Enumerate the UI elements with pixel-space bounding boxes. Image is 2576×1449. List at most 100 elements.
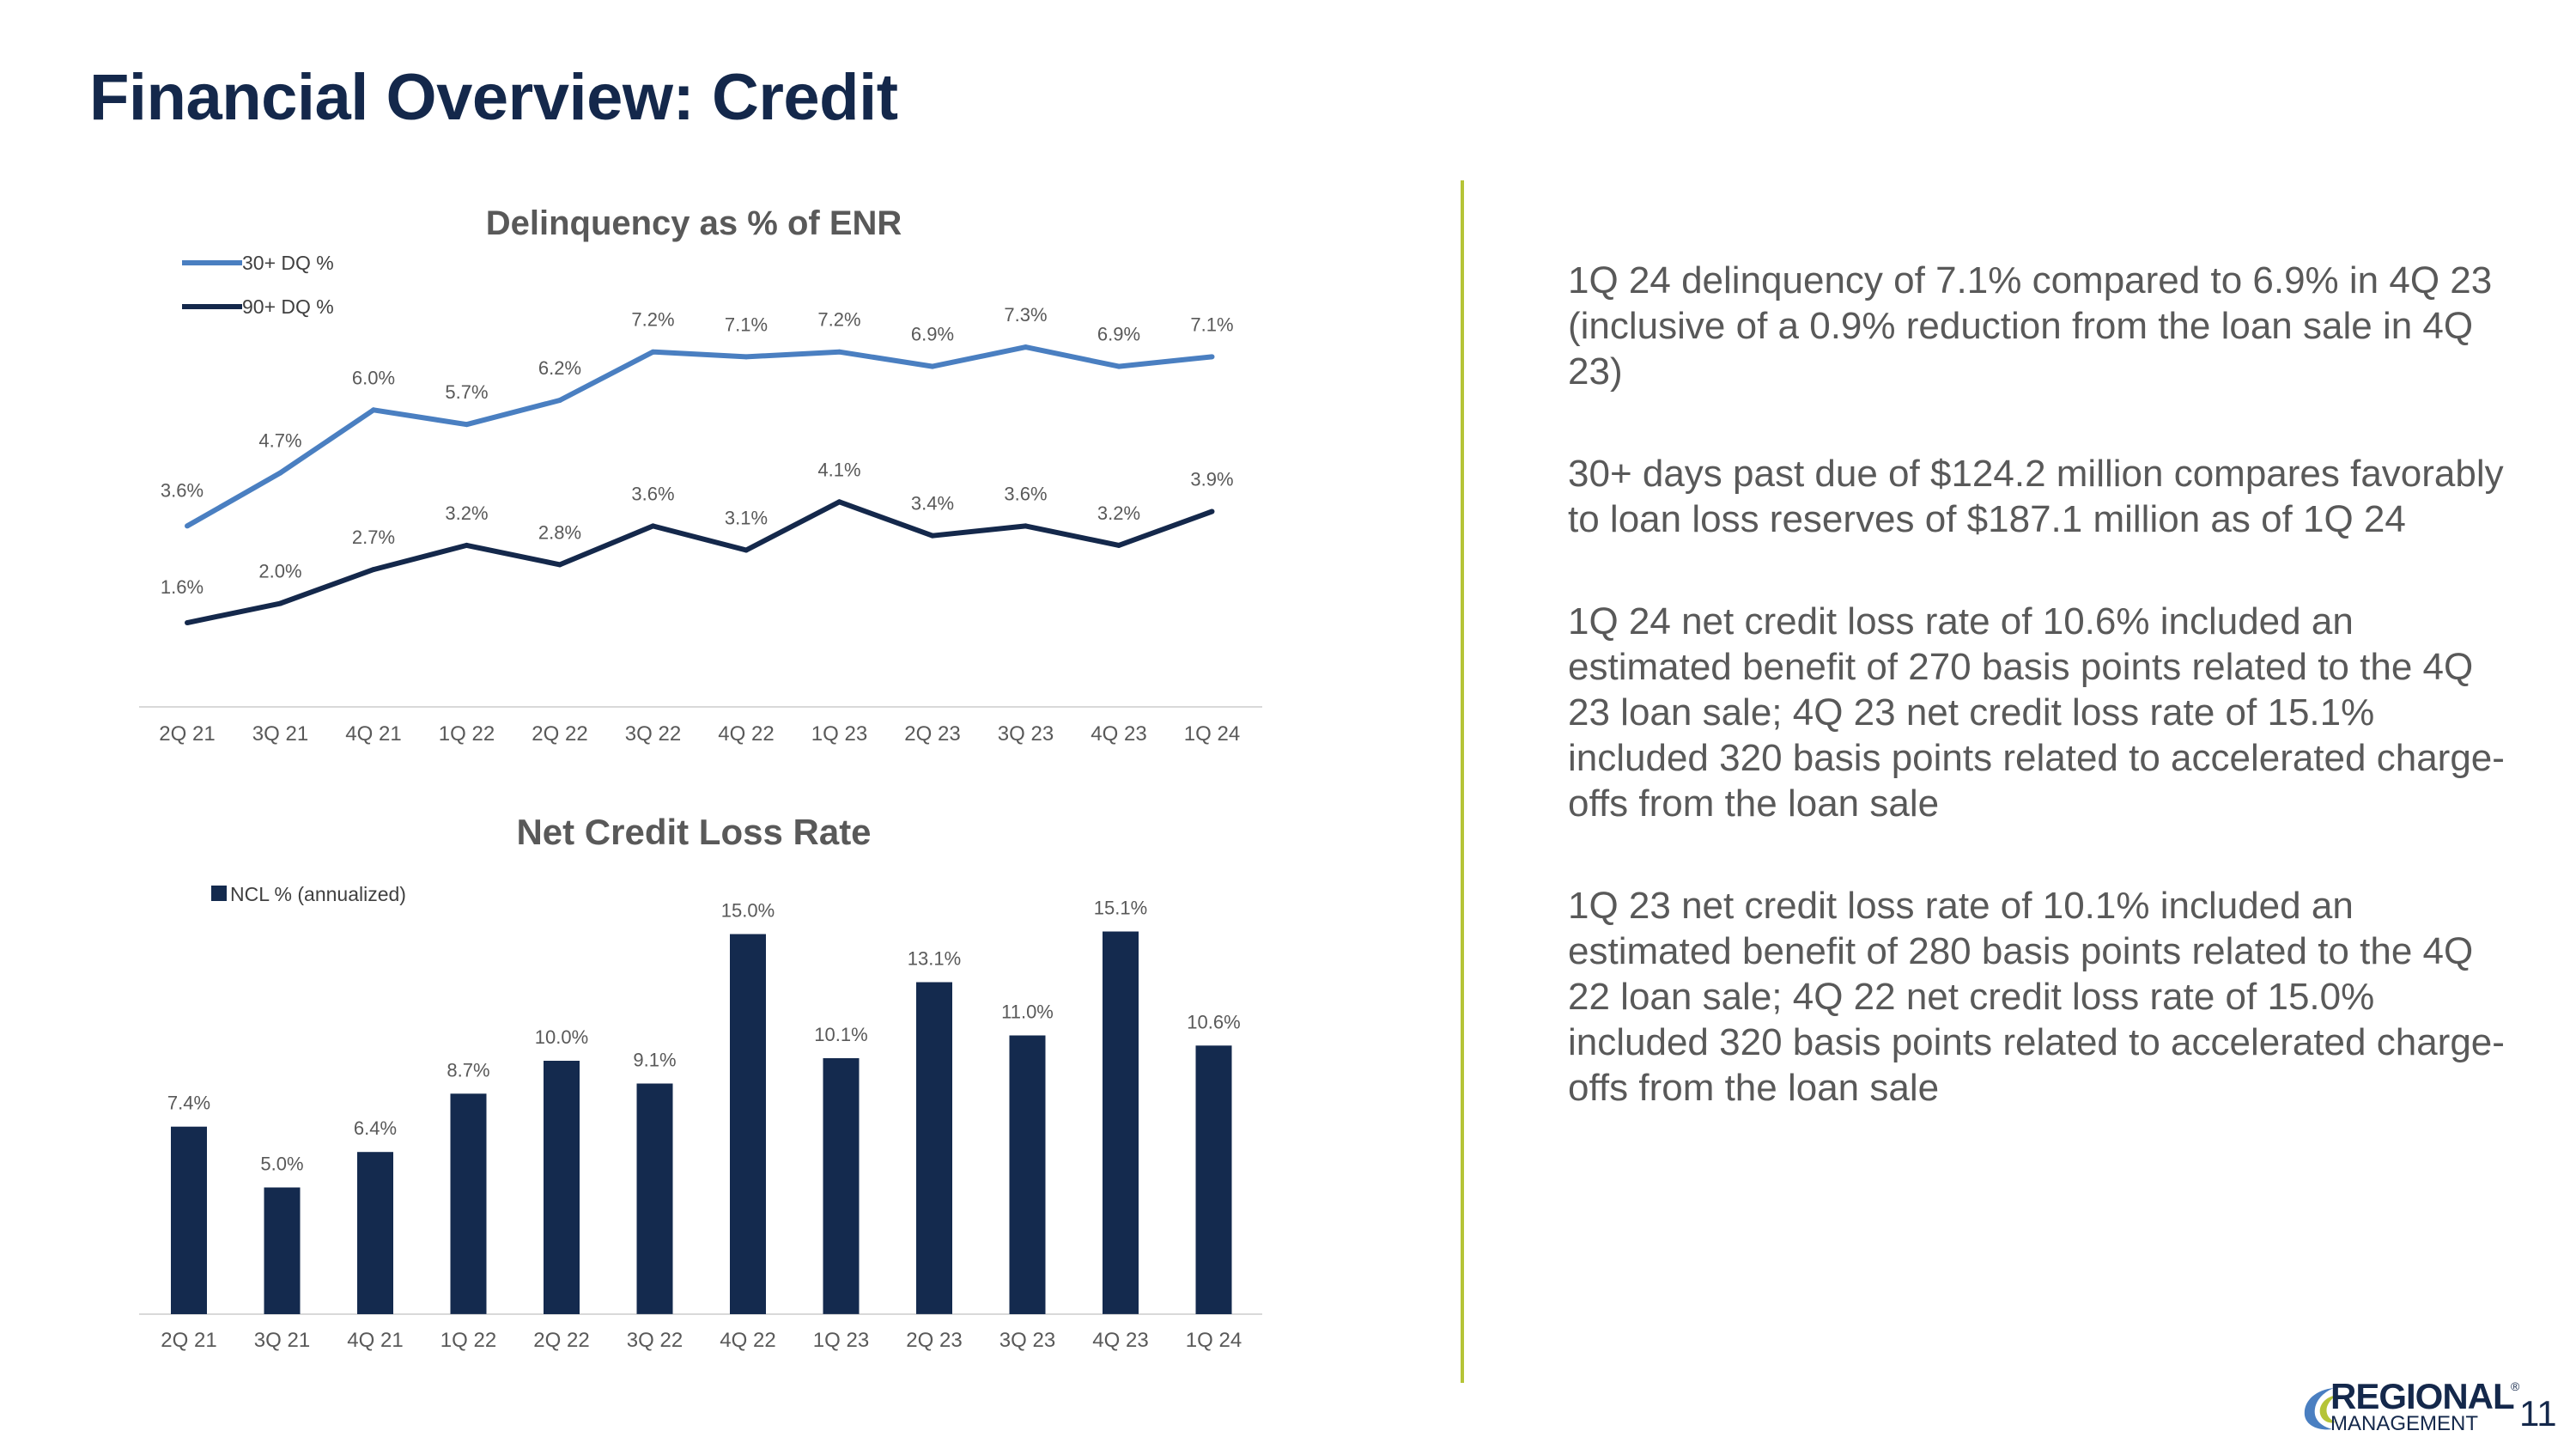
data-label-dq90: 3.6% bbox=[1004, 483, 1047, 504]
delinquency-legend: 30+ DQ % 90+ DQ % bbox=[182, 252, 334, 318]
data-label-dq30: 3.6% bbox=[161, 479, 204, 501]
logo-reg-mark: ® bbox=[2511, 1379, 2520, 1393]
data-point-dq90 bbox=[836, 499, 842, 505]
ncl-bar bbox=[544, 1061, 580, 1314]
x-tick-label: 3Q 23 bbox=[998, 722, 1054, 746]
x-tick-label: 2Q 21 bbox=[159, 722, 215, 746]
ncl-data-label: 5.0% bbox=[260, 1154, 303, 1175]
data-label-dq30: 4.7% bbox=[258, 429, 301, 451]
x-tick-label: 3Q 21 bbox=[252, 722, 308, 746]
data-point-dq30 bbox=[464, 422, 470, 428]
x-tick-label: 2Q 22 bbox=[533, 1329, 589, 1352]
data-label-dq30: 7.3% bbox=[1004, 304, 1047, 326]
series-line-dq30 bbox=[185, 344, 1212, 529]
data-point-dq30 bbox=[1209, 354, 1215, 360]
ncl-bar bbox=[1009, 1035, 1046, 1314]
data-point-dq30 bbox=[371, 407, 376, 413]
x-tick-label: 3Q 21 bbox=[254, 1329, 310, 1352]
x-tick-label: 4Q 21 bbox=[347, 1329, 403, 1352]
data-label-dq30: 6.2% bbox=[538, 357, 581, 379]
ncl-data-label: 10.6% bbox=[1187, 1011, 1240, 1032]
ncl-bar bbox=[823, 1058, 860, 1314]
data-point-dq90 bbox=[930, 533, 935, 539]
data-point-dq30 bbox=[836, 349, 842, 355]
x-tick-label: 3Q 22 bbox=[627, 1329, 683, 1352]
ncl-data-label: 8.7% bbox=[447, 1059, 489, 1081]
ncl-bar bbox=[730, 934, 766, 1314]
x-tick-label: 1Q 23 bbox=[813, 1329, 869, 1352]
ncl-bar bbox=[1195, 1045, 1232, 1314]
ncl-bar bbox=[1103, 931, 1139, 1314]
data-point-dq30 bbox=[1023, 344, 1029, 350]
ncl-data-label: 6.4% bbox=[354, 1117, 397, 1139]
delinquency-plot: 3.6% 4.7% 6.0% 5.7% 6.2% 7.2% 7.1% 7.2% 6.9% 7.3%… bbox=[159, 304, 1240, 746]
ncl-data-label: 9.1% bbox=[633, 1050, 676, 1071]
ncl-data-label: 7.4% bbox=[167, 1093, 210, 1114]
data-label-dq90: 3.2% bbox=[445, 502, 488, 524]
x-tick-label: 2Q 21 bbox=[161, 1329, 216, 1352]
data-label-dq90: 1.6% bbox=[161, 576, 204, 598]
data-label-dq90: 3.6% bbox=[631, 483, 674, 504]
x-tick-label: 2Q 22 bbox=[532, 722, 587, 746]
x-tick-label: 4Q 21 bbox=[345, 722, 401, 746]
data-label-dq30: 7.1% bbox=[725, 314, 768, 335]
logo-line-1: REGIONAL bbox=[2330, 1376, 2515, 1416]
data-point-dq30 bbox=[185, 523, 190, 529]
data-label-dq90: 3.9% bbox=[1190, 469, 1233, 490]
ncl-data-label: 10.1% bbox=[814, 1024, 867, 1045]
legend-label-dq30: 30+ DQ % bbox=[242, 252, 334, 274]
x-tick-label: 3Q 23 bbox=[999, 1329, 1055, 1352]
company-logo: REGIONAL ® MANAGEMENT bbox=[2300, 1376, 2540, 1445]
legend-swatch-ncl bbox=[211, 886, 227, 901]
data-label-dq30: 6.0% bbox=[352, 367, 395, 388]
delinquency-chart: Delinquency as % of ENR 30+ DQ % 90+ DQ … bbox=[139, 204, 1262, 746]
x-tick-label: 4Q 22 bbox=[720, 1329, 775, 1352]
ncl-data-label: 10.0% bbox=[535, 1026, 588, 1048]
ncl-bar bbox=[450, 1093, 487, 1314]
logo-swoosh-icon bbox=[2304, 1388, 2337, 1430]
data-point-dq90 bbox=[650, 523, 656, 529]
ncl-bar bbox=[916, 982, 952, 1314]
ncl-data-label: 15.0% bbox=[721, 900, 775, 922]
data-point-dq90 bbox=[464, 542, 470, 548]
ncl-data-label: 11.0% bbox=[1001, 1002, 1054, 1023]
x-tick-label: 3Q 22 bbox=[625, 722, 681, 746]
data-label-dq90: 2.8% bbox=[538, 521, 581, 543]
ncl-bar bbox=[357, 1152, 393, 1314]
data-point-dq90 bbox=[1209, 508, 1215, 514]
data-point-dq30 bbox=[930, 363, 935, 369]
x-tick-label: 1Q 24 bbox=[1186, 1329, 1242, 1352]
data-point-dq90 bbox=[744, 547, 749, 553]
data-point-dq90 bbox=[1023, 523, 1029, 529]
data-point-dq90 bbox=[371, 567, 376, 573]
commentary-item-1: 1Q 24 delinquency of 7.1% compared to 6.… bbox=[1568, 259, 2493, 393]
x-tick-label: 4Q 23 bbox=[1091, 722, 1146, 746]
data-point-dq30 bbox=[557, 398, 562, 404]
series-line-dq90 bbox=[186, 499, 1213, 625]
delinquency-chart-title: Delinquency as % of ENR bbox=[486, 204, 902, 242]
data-label-dq30: 6.9% bbox=[1097, 324, 1140, 345]
data-label-dq90: 3.2% bbox=[1097, 502, 1140, 524]
data-label-dq90: 2.7% bbox=[352, 527, 395, 548]
charts-canvas: Delinquency as % of ENR 30+ DQ % 90+ DQ … bbox=[139, 204, 1262, 1353]
x-tick-label: 1Q 22 bbox=[439, 722, 495, 746]
ncl-plot: 7.4% 5.0% 6.4% 8.7% 10.0% 9.1% 15.0% 10.1% 13.1%… bbox=[161, 898, 1242, 1353]
data-point-dq90 bbox=[185, 620, 190, 625]
logo-line-2: MANAGEMENT bbox=[2330, 1412, 2479, 1435]
x-tick-label: 2Q 23 bbox=[904, 722, 960, 746]
legend-label-ncl: NCL % (annualized) bbox=[230, 883, 406, 905]
x-tick-label: 4Q 22 bbox=[718, 722, 774, 746]
x-tick-label: 1Q 24 bbox=[1184, 722, 1240, 746]
legend-label-dq90: 90+ DQ % bbox=[242, 295, 334, 318]
ncl-bar bbox=[171, 1126, 207, 1314]
data-label-dq90: 3.1% bbox=[725, 508, 768, 529]
data-label-dq30: 7.1% bbox=[1190, 314, 1233, 335]
ncl-bar bbox=[264, 1187, 301, 1314]
data-point-dq30 bbox=[650, 349, 656, 355]
data-point-dq90 bbox=[1116, 542, 1121, 548]
commentary-item-2: 30+ days past due of $124.2 million comp… bbox=[1568, 453, 2504, 540]
data-point-dq30 bbox=[744, 354, 749, 360]
commentary-item-4: 1Q 23 net credit loss rate of 10.1% incl… bbox=[1568, 885, 2505, 1109]
commentary-item-3: 1Q 24 net credit loss rate of 10.6% incl… bbox=[1568, 600, 2505, 825]
x-tick-label: 1Q 22 bbox=[440, 1329, 496, 1352]
